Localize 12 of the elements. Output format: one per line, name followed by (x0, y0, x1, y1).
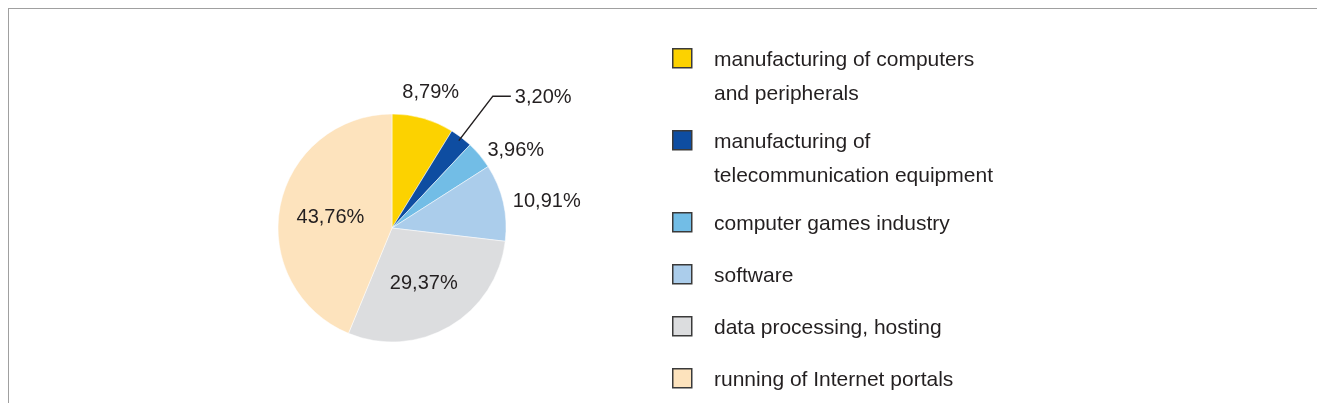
data-label: 8,79% (402, 80, 460, 103)
legend-label: manufacturing of telecommunication equipment (714, 128, 994, 186)
data-label: 3,20% (514, 85, 572, 108)
data-label: 43,76% (296, 204, 365, 227)
legend-label: running of Internet portals (714, 366, 954, 390)
data-label: 10,91% (512, 189, 581, 212)
legend-label: data processing, hosting (714, 314, 942, 338)
legend-label: software (714, 262, 794, 286)
data-label: 3,96% (487, 137, 545, 160)
data-label: 29,37% (389, 271, 458, 294)
legend-label: manufacturing of computers and peripherals (714, 46, 975, 104)
legend-label: computer games industry (714, 210, 951, 234)
